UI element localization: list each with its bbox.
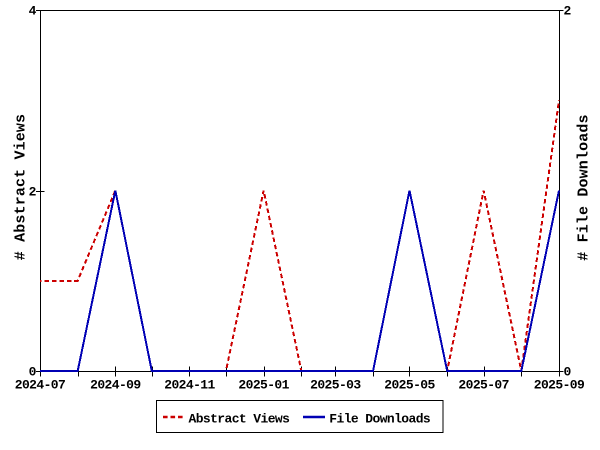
- svg-text:2025-09: 2025-09: [534, 378, 585, 393]
- svg-text:4: 4: [29, 4, 37, 19]
- svg-text:2: 2: [29, 184, 37, 199]
- svg-text:2024-11: 2024-11: [164, 378, 215, 393]
- svg-text:# Abstract Views: # Abstract Views: [13, 114, 30, 260]
- svg-text:0: 0: [29, 365, 37, 380]
- svg-text:2: 2: [564, 4, 572, 19]
- svg-text:File Downloads: File Downloads: [329, 411, 431, 426]
- svg-text:2024-09: 2024-09: [90, 378, 141, 393]
- svg-text:2024-07: 2024-07: [15, 378, 65, 393]
- svg-text:# File Downloads: # File Downloads: [576, 114, 593, 260]
- svg-text:2025-03: 2025-03: [310, 378, 361, 393]
- svg-text:2025-01: 2025-01: [238, 378, 289, 393]
- svg-text:2025-07: 2025-07: [458, 378, 508, 393]
- svg-text:Abstract Views: Abstract Views: [189, 411, 291, 426]
- svg-text:2025-05: 2025-05: [384, 378, 435, 393]
- svg-text:0: 0: [564, 365, 572, 380]
